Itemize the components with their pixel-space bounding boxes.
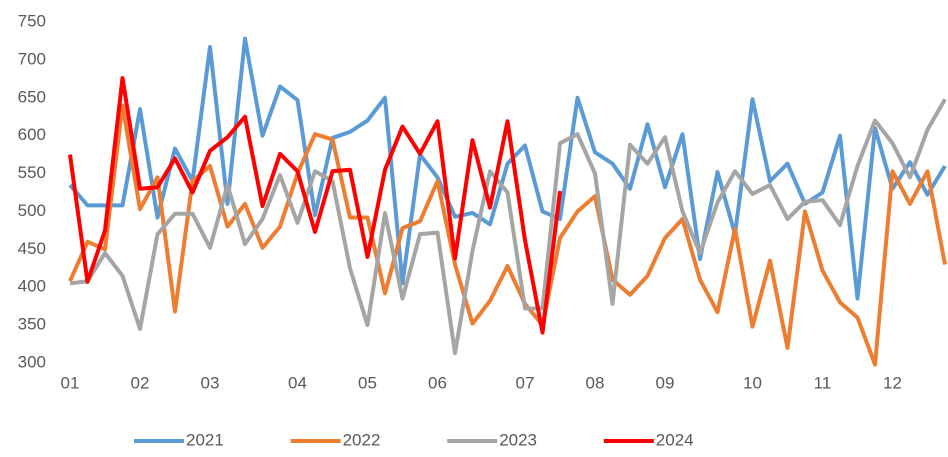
- y-tick-label: 700: [18, 49, 46, 68]
- y-tick-label: 450: [18, 239, 46, 258]
- x-tick-label: 02: [131, 373, 150, 392]
- x-tick-label: 01: [61, 373, 80, 392]
- legend-label: 2023: [499, 430, 537, 449]
- x-tick-label: 09: [656, 373, 675, 392]
- x-tick-label: 10: [743, 373, 762, 392]
- legend-label: 2022: [343, 430, 381, 449]
- y-tick-label: 550: [18, 163, 46, 182]
- legend-label: 2021: [186, 430, 224, 449]
- series-line: [68, 36, 947, 301]
- series-line: [69, 98, 947, 356]
- y-tick-label: 300: [18, 352, 46, 371]
- x-tick-label: 07: [516, 373, 535, 392]
- series-line: [68, 76, 562, 335]
- y-tick-label: 650: [18, 87, 46, 106]
- y-tick-label: 350: [18, 315, 46, 334]
- x-tick-label: 04: [288, 373, 307, 392]
- y-tick-label: 500: [18, 201, 46, 220]
- x-tick-label: 11: [814, 373, 832, 392]
- legend-label: 2024: [656, 430, 694, 449]
- x-tick-label: 05: [358, 373, 377, 392]
- series-line: [68, 103, 947, 367]
- x-tick-label: 08: [586, 373, 605, 392]
- y-tick-label: 600: [18, 125, 46, 144]
- x-tick-label: 03: [201, 373, 220, 392]
- y-tick-label: 400: [18, 277, 46, 296]
- y-tick-label: 750: [18, 11, 46, 30]
- x-tick-label: 06: [428, 373, 447, 392]
- x-tick-label: 12: [883, 373, 902, 392]
